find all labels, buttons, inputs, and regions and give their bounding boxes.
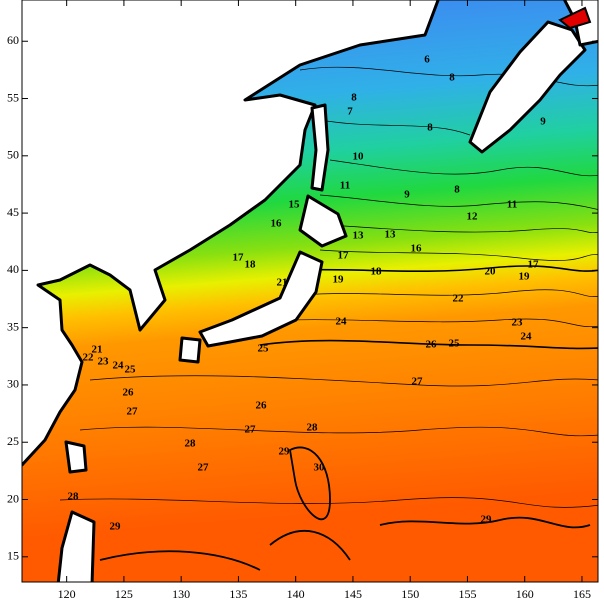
contour-label: 12 xyxy=(467,211,479,223)
contour-label: 27 xyxy=(412,376,424,388)
contour-label: 8 xyxy=(454,184,460,196)
contour-lines xyxy=(59,66,598,571)
y-tick-label: 30 xyxy=(7,377,19,391)
contour-label: 19 xyxy=(333,274,345,286)
y-tick-label: 35 xyxy=(7,319,19,333)
contour-label: 6 xyxy=(424,54,430,66)
contour-label: 9 xyxy=(540,116,546,128)
y-tick-label: 55 xyxy=(7,90,19,104)
contour-label: 10 xyxy=(353,151,365,163)
contour-label: 20 xyxy=(485,266,497,278)
contour-label: 18 xyxy=(245,259,257,271)
y-tick-label: 20 xyxy=(7,491,19,505)
contour-label: 22 xyxy=(83,352,95,364)
contour-label: 17 xyxy=(338,250,350,262)
x-tick-label: 140 xyxy=(287,587,305,601)
contour-label: 18 xyxy=(371,266,383,278)
x-tick-label: 135 xyxy=(229,587,247,601)
contour-label: 28 xyxy=(185,438,197,450)
contour-label: 26 xyxy=(256,400,268,412)
contour-label: 16 xyxy=(411,243,423,255)
contour-label: 8 xyxy=(351,92,357,104)
x-tick-label: 150 xyxy=(401,587,419,601)
contour-label: 26 xyxy=(123,387,135,399)
x-tick-label: 130 xyxy=(172,587,190,601)
y-tick-label: 40 xyxy=(7,262,19,276)
contour-label: 27 xyxy=(198,462,210,474)
x-tick-label: 165 xyxy=(573,587,591,601)
contour-label: 25 xyxy=(258,343,270,355)
contour-label: 25 xyxy=(125,364,137,376)
x-tick-label: 145 xyxy=(344,587,362,601)
land xyxy=(22,0,598,582)
contour-label: 25 xyxy=(449,338,461,350)
x-tick-label: 120 xyxy=(58,587,76,601)
contour-label: 29 xyxy=(279,446,291,458)
contour-label: 11 xyxy=(507,199,517,211)
x-tick-label: 125 xyxy=(115,587,133,601)
contour-label: 27 xyxy=(245,424,257,436)
contour-label: 28 xyxy=(68,491,80,503)
y-tick-label: 45 xyxy=(7,205,19,219)
y-tick-label: 15 xyxy=(7,549,19,563)
contour-label: 26 xyxy=(426,339,438,351)
contour-label: 24 xyxy=(336,316,348,328)
contour-label: 17 xyxy=(528,259,540,271)
contour-label: 24 xyxy=(113,360,125,372)
contour-label: 29 xyxy=(481,514,493,526)
contour-label: 17 xyxy=(233,252,245,264)
contour-label: 30 xyxy=(314,462,326,474)
contour-label: 21 xyxy=(92,344,103,356)
contour-label: 23 xyxy=(512,317,524,329)
contour-label: 27 xyxy=(127,406,139,418)
y-tick-label: 50 xyxy=(7,148,19,162)
y-tick-label: 25 xyxy=(7,434,19,448)
contour-label: 28 xyxy=(307,422,319,434)
contour-label: 21 xyxy=(277,277,288,289)
contour-label: 22 xyxy=(453,293,465,305)
contour-label: 16 xyxy=(271,218,283,230)
contour-label: 8 xyxy=(427,122,433,134)
contour-label: 19 xyxy=(519,271,531,283)
contour-label: 24 xyxy=(521,331,533,343)
x-tick-label: 160 xyxy=(516,587,534,601)
field xyxy=(22,0,598,582)
contour-label: 13 xyxy=(353,230,365,242)
contour-label: 8 xyxy=(449,72,455,84)
contour-label: 15 xyxy=(289,199,301,211)
contour-label: 13 xyxy=(385,229,397,241)
x-tick-label: 155 xyxy=(458,587,476,601)
y-tick-label: 60 xyxy=(7,33,19,47)
contour-label: 23 xyxy=(98,356,110,368)
contour-label: 7 xyxy=(347,106,353,118)
frame xyxy=(21,0,599,583)
contour-label: 11 xyxy=(340,180,350,192)
contour-label: 9 xyxy=(404,189,410,201)
contour-label: 29 xyxy=(110,521,122,533)
hot-spot xyxy=(558,6,592,30)
